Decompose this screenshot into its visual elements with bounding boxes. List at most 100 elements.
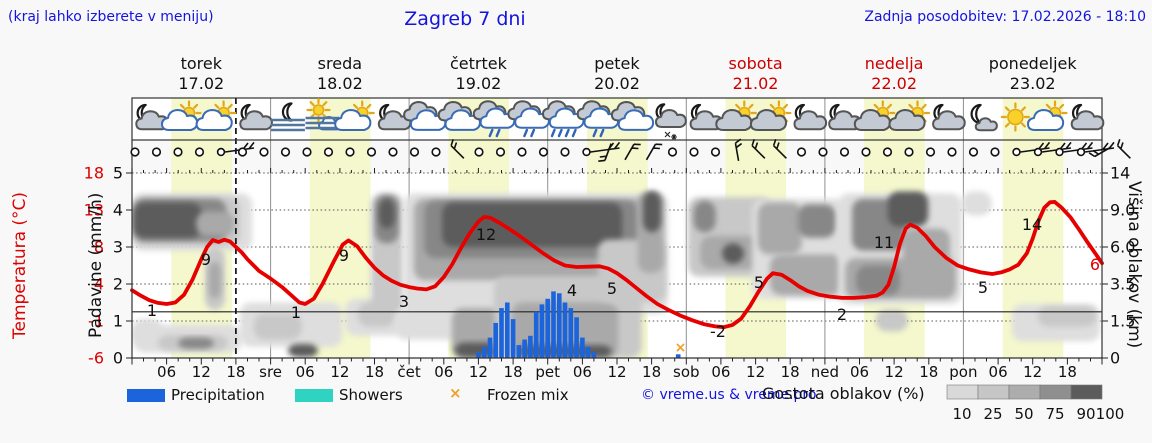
svg-text:06: 06 xyxy=(711,363,730,381)
svg-text:13: 13 xyxy=(84,201,104,220)
svg-text:18: 18 xyxy=(1058,363,1077,381)
svg-text:0: 0 xyxy=(1110,349,1120,368)
svg-text:14: 14 xyxy=(1022,215,1042,234)
weather-icon-fog-moon xyxy=(270,102,305,132)
svg-text:1: 1 xyxy=(291,303,301,322)
svg-text:1.5: 1.5 xyxy=(1110,312,1135,331)
weather-icon-sun-graycloud xyxy=(888,100,931,131)
svg-text:4: 4 xyxy=(113,201,123,220)
cloud-density-legend-label: Gostota oblakov (%) xyxy=(762,384,925,403)
svg-text:100: 100 xyxy=(1096,405,1125,423)
svg-text:14: 14 xyxy=(1110,164,1130,183)
frozen-mix-x-icon: × xyxy=(449,384,462,402)
weather-icons-row xyxy=(135,97,1105,140)
svg-text:4: 4 xyxy=(567,281,577,300)
svg-text:8: 8 xyxy=(94,238,104,257)
day-date: 19.02 xyxy=(455,74,502,93)
cloud-density-scale: 10 25 50 75 90 100 xyxy=(946,384,1125,423)
weather-icon-sun xyxy=(1000,102,1031,132)
showers-legend-label: Showers xyxy=(339,386,403,404)
axis-ticks xyxy=(126,168,1108,365)
svg-text:6.0: 6.0 xyxy=(1110,238,1135,257)
day-name: sreda xyxy=(317,54,363,73)
weather-icon-moon-small-cloud xyxy=(970,103,998,132)
weather-icon-sun-graycloud xyxy=(749,100,792,131)
svg-text:18: 18 xyxy=(226,363,245,381)
day-date: 23.02 xyxy=(1009,74,1056,93)
svg-text:12: 12 xyxy=(1023,363,1042,381)
day-header-četrtek: četrtek 19.02 xyxy=(409,54,548,94)
svg-text:sob: sob xyxy=(673,363,700,381)
weather-icon-rain-light xyxy=(472,100,516,138)
svg-text:0: 0 xyxy=(113,349,123,368)
svg-text:10: 10 xyxy=(952,405,971,423)
day-name: petek xyxy=(594,54,640,73)
svg-text:5: 5 xyxy=(607,279,617,298)
day-name: ponedeljek xyxy=(988,54,1077,73)
svg-text:06: 06 xyxy=(296,363,315,381)
svg-text:9: 9 xyxy=(201,250,211,269)
weather-icon-moon-cloud xyxy=(1070,103,1105,131)
weather-icon-sun-cloud xyxy=(334,100,375,131)
weather-icon-sun-cloud xyxy=(1027,100,1068,131)
svg-text:2: 2 xyxy=(837,305,847,324)
weather-icon-night-snow xyxy=(655,103,687,140)
day-header-sreda: sreda 18.02 xyxy=(271,54,410,94)
svg-text:50: 50 xyxy=(1014,405,1033,423)
svg-text:06: 06 xyxy=(157,363,176,381)
weather-icon-rain-heavy xyxy=(542,100,585,138)
svg-text:06: 06 xyxy=(434,363,453,381)
svg-text:06: 06 xyxy=(573,363,592,381)
svg-text:12: 12 xyxy=(476,225,496,244)
svg-text:18: 18 xyxy=(919,363,938,381)
cloud-tick-labels: 14 9.0 6.0 3.5 1.5 0 xyxy=(1110,164,1135,368)
precipitation-bars xyxy=(476,291,681,359)
day-header-sobota: sobota 21.02 xyxy=(686,54,825,94)
svg-text:18: 18 xyxy=(84,164,104,183)
svg-text:3: 3 xyxy=(113,238,123,257)
svg-text:12: 12 xyxy=(469,363,488,381)
day-name: nedelja xyxy=(864,54,924,73)
day-date: 22.02 xyxy=(871,74,918,93)
svg-text:9: 9 xyxy=(339,246,349,265)
svg-text:25: 25 xyxy=(983,405,1002,423)
weather-icon-moon-cloud xyxy=(793,103,828,131)
day-date: 17.02 xyxy=(178,74,225,93)
temperature-line xyxy=(130,200,1104,330)
svg-text:12: 12 xyxy=(330,363,349,381)
frozen-mix-legend-label: Frozen mix xyxy=(487,386,569,404)
svg-text:06: 06 xyxy=(850,363,869,381)
svg-text:sre: sre xyxy=(259,363,282,381)
weather-icon-sun-graycloud xyxy=(715,100,757,131)
svg-text:6: 6 xyxy=(1090,255,1100,274)
temp-tick-labels: 18 13 8 4 -1 -6 xyxy=(84,164,104,368)
day-date: 20.02 xyxy=(594,74,640,93)
svg-text:18: 18 xyxy=(365,363,384,381)
svg-text:pet: pet xyxy=(535,363,560,381)
last-update: Zadnja posodobitev: 17.02.2026 - 18:10 xyxy=(864,9,1146,25)
day-name: četrtek xyxy=(449,54,507,73)
svg-text:3.5: 3.5 xyxy=(1110,275,1135,294)
svg-text:-6: -6 xyxy=(88,349,104,368)
svg-text:75: 75 xyxy=(1045,405,1064,423)
precipitation-legend-swatch xyxy=(127,389,165,402)
svg-text:12: 12 xyxy=(746,363,765,381)
day-header-petek: petek 20.02 xyxy=(548,54,687,94)
svg-text:12: 12 xyxy=(607,363,626,381)
copyright-link[interactable]: © vreme.us & vreme.pro xyxy=(641,387,817,403)
day-date: 18.02 xyxy=(316,74,363,93)
day-date: 21.02 xyxy=(732,74,779,93)
svg-text:5: 5 xyxy=(113,164,123,183)
day-header-torek: torek 17.02 xyxy=(132,54,271,94)
svg-text:ned: ned xyxy=(811,363,839,381)
wind-symbols-row xyxy=(130,138,1131,163)
temperature-axis-title: Temperatura (°C) xyxy=(10,191,30,340)
weather-icon-moon-cloud xyxy=(932,103,966,131)
page-title: Zagreb 7 dni xyxy=(404,8,526,30)
svg-text:5: 5 xyxy=(978,278,988,297)
svg-text:5: 5 xyxy=(754,273,764,292)
svg-text:18: 18 xyxy=(504,363,523,381)
day-header-nedelja: nedelja 22.02 xyxy=(825,54,964,94)
weather-icon-sun-cloud xyxy=(195,100,237,131)
